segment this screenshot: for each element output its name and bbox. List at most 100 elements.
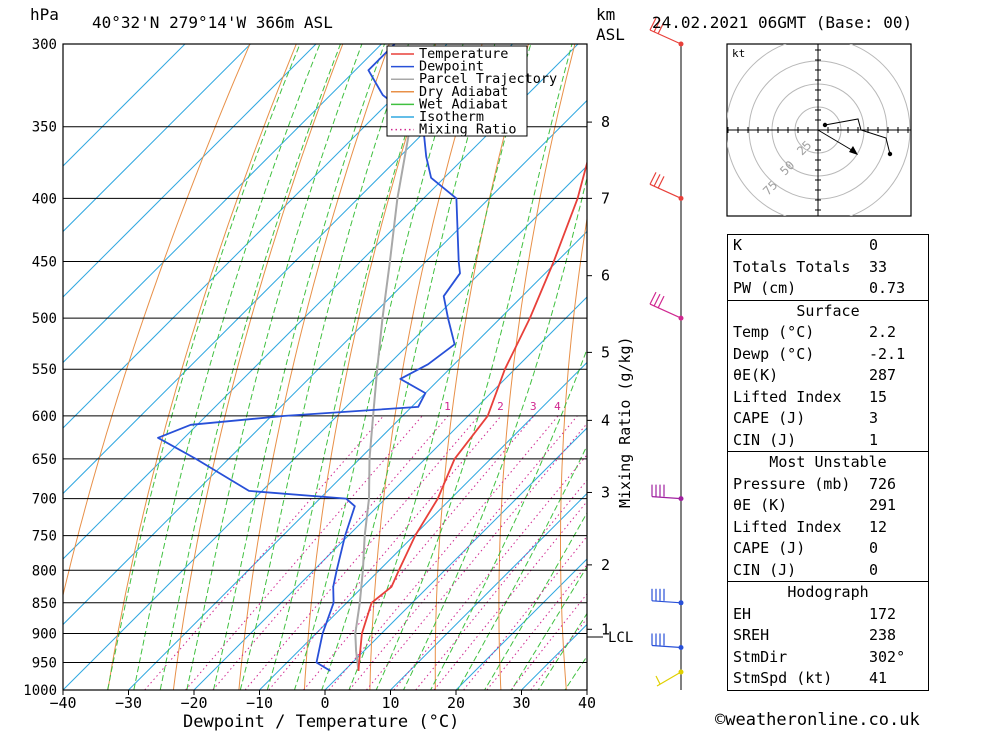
mixing-ratio-line	[212, 415, 449, 690]
x-tick-label: −30	[115, 694, 142, 712]
wind-barb-flag	[649, 291, 657, 305]
wind-barb-flag	[657, 295, 665, 309]
pressure-tick-label: 650	[32, 452, 57, 468]
storm-motion-vector	[817, 129, 856, 153]
mixing-ratio-label: 10	[636, 400, 649, 413]
isotherm-line	[324, 427, 587, 690]
mixing-ratio-label: 20	[703, 400, 716, 413]
wind-barb-shaft	[649, 303, 682, 319]
pressure-isobars	[63, 43, 587, 691]
location-title: 40°32'N 279°14'W 366m ASL	[92, 13, 333, 32]
wind-barb-shaft	[651, 496, 682, 500]
index-row: θE (K) 291	[733, 496, 897, 514]
legend-label: Dewpoint	[419, 59, 484, 75]
isotherm-line	[63, 44, 251, 233]
pressure-tick-label: 850	[32, 596, 57, 612]
legend-label: Wet Adiabat	[419, 96, 508, 112]
temperature-line	[357, 159, 587, 671]
x-tick-label: 20	[447, 694, 465, 712]
mixing-ratio-line	[349, 415, 578, 690]
isotherm-line	[63, 44, 317, 298]
wind-barb-shaft	[649, 183, 682, 199]
isotherm-line	[390, 492, 587, 690]
wind-barb-flag	[653, 19, 661, 33]
wind-barb-flag	[655, 675, 661, 685]
mixing-ratio-label: 1	[444, 400, 451, 413]
dry-adiabat-line	[992, 0, 1000, 716]
wet-adiabat-line	[510, 565, 587, 690]
wind-barb	[649, 291, 682, 319]
index-row: SREH 238	[733, 626, 897, 644]
dry-adiabat-line	[107, 44, 297, 690]
datetime-title: 24.02.2021 06GMT (Base: 00)	[652, 13, 912, 32]
mixing-ratio-axis-label: Mixing Ratio (g/kg)	[616, 336, 634, 508]
wind-barb	[651, 588, 682, 604]
pressure-tick-label: 1000	[23, 683, 57, 699]
pressure-tick-label: 750	[32, 529, 57, 545]
mixing-ratio-label: 2	[497, 400, 504, 413]
dry-adiabat-line	[943, 0, 1000, 716]
height-tick-label: 5	[601, 343, 610, 361]
pressure-tick-label: 500	[32, 311, 57, 327]
wind-barb	[651, 633, 682, 649]
wind-barb-shaft	[656, 671, 682, 687]
isotherm-line	[259, 361, 587, 690]
legend-frame	[386, 45, 528, 137]
index-row: CAPE (J) 0	[733, 539, 879, 557]
copyright-link[interactable]: ©weatheronline.co.uk	[715, 710, 920, 730]
plot-frame	[62, 43, 588, 691]
pressure-tick-label: 550	[32, 362, 57, 378]
surface-section: Surface Temp (°C) 2.2 Dewp (°C) -2.1 θE(K)…	[728, 299, 928, 452]
hodograph-end-dot	[887, 151, 893, 157]
wet-adiabat-line	[133, 44, 321, 690]
x-tick-label: 0	[320, 694, 329, 712]
dry-adiabat-line	[678, 0, 734, 716]
surface-title: Surface	[796, 301, 860, 320]
wind-barb	[651, 484, 682, 500]
dry-adiabat-line	[63, 44, 251, 598]
index-row: Lifted Index 15	[733, 387, 888, 406]
height-tick-label: 6	[601, 267, 610, 285]
x-axis-label: Dewpoint / Temperature (°C)	[183, 712, 459, 732]
legend-label: Mixing Ratio	[419, 122, 517, 138]
wet-adiabat-line	[159, 44, 342, 690]
pressure-tick-label: 400	[32, 191, 57, 207]
wind-barb	[649, 172, 682, 199]
height-unit-label: km	[596, 5, 615, 24]
isotherm-line	[63, 44, 448, 429]
wind-barb-flag	[657, 176, 665, 189]
wind-barb-flag	[653, 174, 661, 187]
isotherm-line	[63, 44, 186, 167]
pressure-tick-label: 800	[32, 563, 57, 579]
lcl-label: LCL	[608, 630, 633, 646]
pressure-tick-label: 350	[32, 120, 57, 136]
height-unit-sub-label: ASL	[596, 25, 625, 44]
height-tick-label: 3	[601, 483, 610, 501]
pressure-tick-label: 450	[32, 255, 57, 271]
wind-barb	[649, 17, 682, 45]
mixing-ratio-line	[486, 563, 587, 690]
height-tick-label: 2	[601, 556, 610, 574]
mixing-ratio-label: 6	[589, 400, 596, 413]
index-row: CIN (J) 0	[733, 560, 879, 579]
wind-barb-shaft	[651, 644, 682, 649]
hodograph-section: Hodograph EH 172 SREH 238 StmDir 302° StmSp…	[728, 581, 928, 690]
hodograph-start-dot	[822, 122, 828, 128]
parcel-trajectory-line	[354, 61, 428, 672]
mixing-ratio-line	[366, 422, 587, 690]
pressure-tick-label: 900	[32, 626, 57, 642]
height-tick-label: 4	[601, 411, 610, 429]
most-unstable-section: Most Unstable Pressure (mb) 726 θE (K) 291…	[728, 451, 928, 581]
wind-barb-flag	[653, 293, 661, 307]
wind-barb-shaft	[649, 29, 682, 45]
x-tick-label: 40	[578, 694, 596, 712]
index-row: StmSpd (kt) 41	[733, 669, 888, 687]
isotherm-line	[63, 165, 587, 690]
index-row: Dewp (°C) -2.1	[733, 344, 906, 363]
